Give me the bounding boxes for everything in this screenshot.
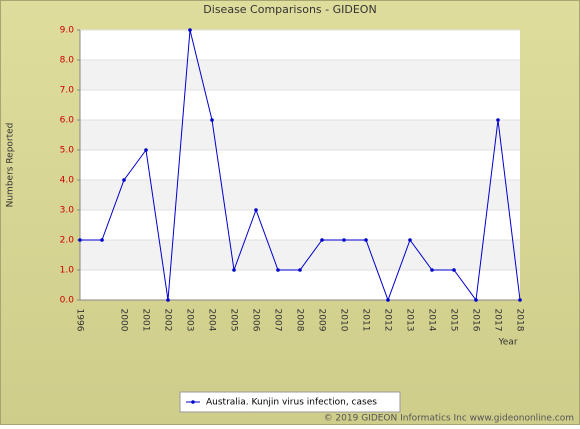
legend-marker: [191, 400, 195, 404]
data-point: [100, 238, 104, 242]
x-tick-label: 2006: [251, 309, 261, 332]
chart-title: Disease Comparisons - GIDEON: [203, 3, 376, 16]
x-tick-label: 2013: [405, 309, 415, 332]
data-point: [496, 118, 500, 122]
y-tick-label: 0.0: [60, 296, 75, 306]
x-tick-label: 2010: [339, 309, 349, 332]
data-point: [342, 238, 346, 242]
data-point: [364, 238, 368, 242]
x-tick-label: 2001: [141, 309, 151, 332]
x-axis-label: Year: [497, 338, 517, 348]
data-point: [188, 28, 192, 32]
data-point: [276, 268, 280, 272]
data-point: [452, 268, 456, 272]
x-tick-label: 1996: [75, 309, 85, 332]
copyright: © 2019 GIDEON Informatics Inc www.gideon…: [324, 414, 574, 424]
data-point: [144, 148, 148, 152]
data-point: [78, 238, 82, 242]
x-tick-label: 2014: [427, 309, 437, 332]
legend-box: [179, 391, 401, 413]
y-tick-label: 1.0: [60, 266, 75, 276]
legend-label: Australia. Kunjin virus infection, cases: [206, 398, 377, 408]
data-point: [408, 238, 412, 242]
y-tick-label: 9.0: [60, 26, 75, 36]
data-point: [166, 298, 170, 302]
y-tick-label: 7.0: [60, 86, 75, 96]
data-point: [210, 118, 214, 122]
grid-band: [80, 120, 520, 150]
y-tick-label: 2.0: [60, 236, 75, 246]
data-point: [518, 298, 522, 302]
data-point: [122, 178, 126, 182]
grid-band: [80, 180, 520, 210]
x-tick-label: 2017: [493, 309, 503, 332]
x-tick-label: 2004: [207, 309, 217, 332]
x-tick-label: 2016: [471, 309, 481, 332]
y-tick-label: 5.0: [60, 146, 75, 156]
data-point: [298, 268, 302, 272]
x-tick-label: 2009: [317, 309, 327, 332]
y-axis-label: Numbers Reported: [6, 123, 16, 208]
x-tick-label: 2007: [273, 309, 283, 332]
grid-band: [80, 60, 520, 90]
y-tick-label: 3.0: [60, 206, 75, 216]
y-tick-label: 6.0: [60, 116, 75, 126]
data-point: [386, 298, 390, 302]
x-tick-label: 2011: [361, 309, 371, 332]
y-tick-label: 8.0: [60, 56, 75, 66]
x-tick-label: 2000: [119, 309, 129, 332]
x-tick-label: 2018: [515, 309, 525, 332]
x-tick-label: 2012: [383, 309, 393, 332]
x-tick-label: 2015: [449, 309, 459, 332]
data-point: [254, 208, 258, 212]
data-point: [232, 268, 236, 272]
x-tick-label: 2005: [229, 309, 239, 332]
x-tick-label: 2002: [163, 309, 173, 332]
data-point: [320, 238, 324, 242]
data-point: [474, 298, 478, 302]
y-tick-label: 4.0: [60, 176, 75, 186]
x-tick-label: 2003: [185, 309, 195, 332]
grid-band: [80, 240, 520, 270]
data-point: [430, 268, 434, 272]
x-tick-label: 2008: [295, 309, 305, 332]
